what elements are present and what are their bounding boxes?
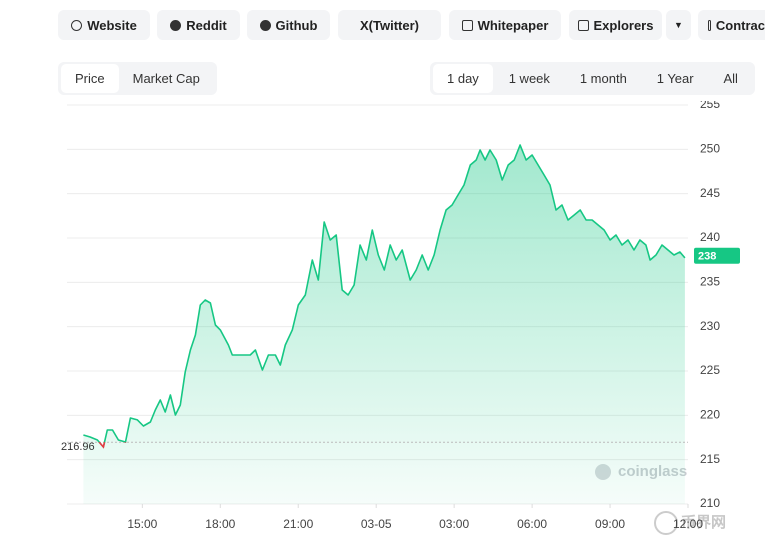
icon bbox=[577, 19, 589, 31]
current-price-tag bbox=[694, 247, 740, 264]
range-tabs: 1 day 1 week 1 month 1 Year All bbox=[430, 62, 755, 95]
y-tick-label: 230 bbox=[700, 319, 720, 333]
x-tick-label: 09:00 bbox=[595, 517, 625, 531]
icon bbox=[71, 19, 83, 31]
icon bbox=[461, 19, 473, 31]
range-tab[interactable]: All bbox=[723, 71, 738, 86]
price-line bbox=[83, 144, 686, 448]
link-button[interactable]: Whitepaper bbox=[449, 10, 561, 40]
link-label: Contrac bbox=[715, 17, 765, 33]
x-tick-label: 03:00 bbox=[439, 517, 469, 531]
link-label: Website bbox=[87, 17, 137, 33]
corner-logo bbox=[654, 511, 678, 535]
current-price-label: 238 bbox=[698, 251, 716, 263]
link-button[interactable]: Explorers bbox=[569, 10, 662, 40]
link-button[interactable]: Website bbox=[58, 10, 150, 40]
x-tick-label: 06:00 bbox=[517, 517, 547, 531]
y-tick-label: 210 bbox=[700, 496, 720, 510]
icon bbox=[708, 19, 711, 31]
x-tick-label: 12:00 bbox=[673, 517, 703, 531]
range-tab[interactable]: 1 Year bbox=[656, 71, 694, 86]
tab[interactable]: Price bbox=[61, 64, 119, 93]
link-button[interactable]: Contrac bbox=[698, 10, 765, 40]
y-tick-label: 240 bbox=[700, 230, 720, 244]
baseline-label: 216.96 bbox=[61, 441, 95, 453]
x-tick-label: 18:00 bbox=[205, 517, 235, 531]
range-tab[interactable]: 1 day bbox=[433, 64, 493, 93]
link-button[interactable]: X(Twitter) bbox=[338, 10, 441, 40]
chart: coinglass 币界网 21021522022523023524024525… bbox=[61, 101, 740, 535]
y-tick-label: 235 bbox=[700, 275, 720, 289]
icon bbox=[259, 19, 271, 31]
chart-type-tabs: Price Market Cap bbox=[58, 62, 217, 95]
x-tick-label: 15:00 bbox=[127, 517, 157, 531]
y-tick-label: 245 bbox=[700, 186, 720, 200]
y-tick-label: 255 bbox=[700, 101, 720, 111]
range-tab[interactable]: 1 week bbox=[508, 71, 550, 86]
link-label: Explorers bbox=[593, 17, 654, 33]
tab[interactable]: Market Cap bbox=[132, 71, 200, 86]
link-label: Whitepaper bbox=[477, 17, 549, 33]
corner-mark: 币界网 bbox=[681, 514, 726, 531]
x-tick-label: 21:00 bbox=[283, 517, 313, 531]
y-tick-label: 220 bbox=[700, 408, 720, 422]
y-tick-label: 225 bbox=[700, 363, 720, 377]
range-tab[interactable]: 1 month bbox=[579, 71, 627, 86]
link-label: Reddit bbox=[186, 17, 227, 33]
x-tick-label: 03-05 bbox=[361, 517, 392, 531]
link-label: Github bbox=[275, 17, 318, 33]
link-label: X(Twitter) bbox=[360, 17, 419, 33]
dropdown-button[interactable]: ▼ bbox=[666, 10, 691, 40]
y-tick-label: 250 bbox=[700, 142, 720, 156]
y-tick-label: 215 bbox=[700, 452, 720, 466]
price-area bbox=[83, 145, 685, 504]
icon bbox=[170, 19, 182, 31]
link-button[interactable]: Github bbox=[247, 10, 330, 40]
link-button[interactable]: Reddit bbox=[157, 10, 240, 40]
